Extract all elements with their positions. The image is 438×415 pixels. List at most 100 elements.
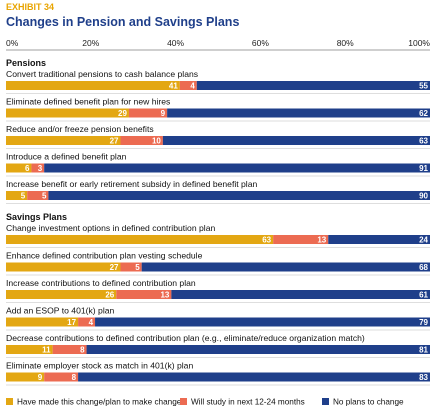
bar-segment: [48, 191, 431, 200]
category-label: Enhance defined contribution plan vestin…: [6, 251, 203, 261]
data-label: 8: [80, 345, 85, 354]
data-label: 13: [317, 235, 326, 244]
x-tick-label: 80%: [337, 38, 354, 48]
category-label: Increase contributions to defined contri…: [6, 278, 196, 288]
legend-item: Have made this change/plan to make chang…: [6, 398, 182, 407]
bar-segment: [78, 317, 96, 327]
data-label: 63: [419, 136, 428, 145]
category-label: Introduce a defined benefit plan: [6, 152, 127, 162]
chart-row: Eliminate defined benefit plan for new h…: [6, 97, 430, 122]
legend-label: Have made this change/plan to make chang…: [17, 398, 182, 407]
data-label: 10: [152, 136, 161, 145]
bar-segment: [6, 81, 180, 90]
data-label: 26: [105, 290, 114, 299]
chart-row: Convert traditional pensions to cash bal…: [6, 69, 430, 94]
legend-item: Will study in next 12-24 months: [180, 398, 305, 407]
data-label: 9: [38, 373, 43, 382]
data-label: 81: [419, 345, 428, 354]
x-tick-label: 0%: [6, 38, 19, 48]
bar-segment: [27, 191, 49, 200]
bar-segment: [6, 262, 121, 272]
chart-row: Eliminate employer stock as match in 401…: [6, 361, 430, 386]
bar-segment: [31, 163, 45, 173]
data-label: 27: [110, 263, 119, 272]
category-label: Eliminate defined benefit plan for new h…: [6, 97, 170, 107]
x-axis-ticks: 0% 20% 40% 60% 80% 100%: [6, 38, 430, 51]
data-label: 24: [419, 235, 428, 244]
bar-segment: [6, 163, 32, 173]
legend: Have made this change/plan to make chang…: [6, 398, 404, 407]
chart-row: Add an ESOP to 401(k) plan 17 4 79: [6, 306, 430, 331]
bar-segment: [141, 262, 430, 272]
data-label: 79: [419, 318, 428, 327]
data-label: 5: [21, 191, 26, 200]
legend-item: No plans to change: [322, 398, 404, 407]
bar-segment: [6, 372, 45, 382]
data-label: 13: [160, 290, 169, 299]
bar-segment: [162, 136, 430, 145]
bar-segment: [86, 345, 430, 354]
bar-segment: [273, 235, 329, 244]
legend-swatch: [322, 398, 329, 405]
bar-segment: [6, 191, 28, 200]
x-tick-label: 40%: [167, 38, 184, 48]
bar-segment: [196, 81, 430, 90]
data-label: 11: [42, 345, 51, 354]
chart-row: Increase benefit or early retirement sub…: [6, 179, 431, 204]
group-label: Pensions: [6, 58, 46, 68]
data-label: 62: [419, 109, 428, 118]
data-label: 27: [110, 136, 119, 145]
data-label: 8: [72, 373, 77, 382]
bar-segment: [52, 345, 87, 354]
bar-segment: [6, 345, 53, 354]
data-label: 17: [67, 318, 76, 327]
data-label: 68: [419, 263, 428, 272]
chart-row: Decrease contributions to defined contri…: [6, 333, 430, 358]
data-label: 41: [169, 81, 178, 90]
bar-segment: [167, 108, 430, 118]
bar-segment: [120, 262, 142, 272]
data-label: 90: [419, 191, 428, 200]
group-label: Savings Plans: [6, 212, 67, 222]
data-label: 5: [42, 191, 47, 200]
bar-segment: [328, 235, 430, 244]
legend-swatch: [180, 398, 187, 405]
bar-segment: [128, 108, 168, 118]
data-label: 83: [419, 373, 428, 382]
legend-label: No plans to change: [333, 398, 404, 407]
data-label: 4: [89, 318, 94, 327]
bar-segment: [6, 235, 274, 244]
chart-row: Enhance defined contribution plan vestin…: [6, 251, 430, 276]
chart-row: Increase contributions to defined contri…: [6, 278, 431, 303]
data-label: 55: [419, 81, 428, 90]
chart-row: Reduce and/or freeze pension benefits 27 1…: [6, 124, 430, 149]
bar-segment: [6, 136, 121, 145]
data-label: 29: [118, 109, 127, 118]
category-label: Reduce and/or freeze pension benefits: [6, 124, 154, 134]
chart-row: Introduce a defined benefit plan 6 3 91: [6, 152, 430, 177]
bar-segment: [78, 372, 430, 382]
bar-segment: [44, 163, 430, 173]
chart-title: Changes in Pension and Savings Plans: [6, 15, 239, 29]
data-label: 91: [419, 164, 428, 173]
category-label: Convert traditional pensions to cash bal…: [6, 69, 198, 79]
data-label: 5: [135, 263, 140, 272]
x-tick-label: 100%: [408, 38, 430, 48]
x-tick-label: 60%: [252, 38, 269, 48]
data-label: 4: [190, 81, 195, 90]
category-label: Increase benefit or early retirement sub…: [6, 179, 257, 189]
data-label: 61: [419, 290, 428, 299]
chart-row: Change investment options in defined con…: [6, 223, 430, 248]
data-label: 3: [38, 164, 43, 173]
bar-segment: [116, 290, 172, 299]
legend-label: Will study in next 12-24 months: [191, 398, 305, 407]
bar-segment: [179, 81, 197, 90]
bar-segment: [6, 317, 79, 327]
exhibit-label: EXHIBIT 34: [6, 2, 54, 12]
data-label: 6: [25, 164, 30, 173]
data-label: 9: [161, 109, 166, 118]
category-label: Eliminate employer stock as match in 401…: [6, 361, 193, 371]
bar-segment: [44, 372, 79, 382]
